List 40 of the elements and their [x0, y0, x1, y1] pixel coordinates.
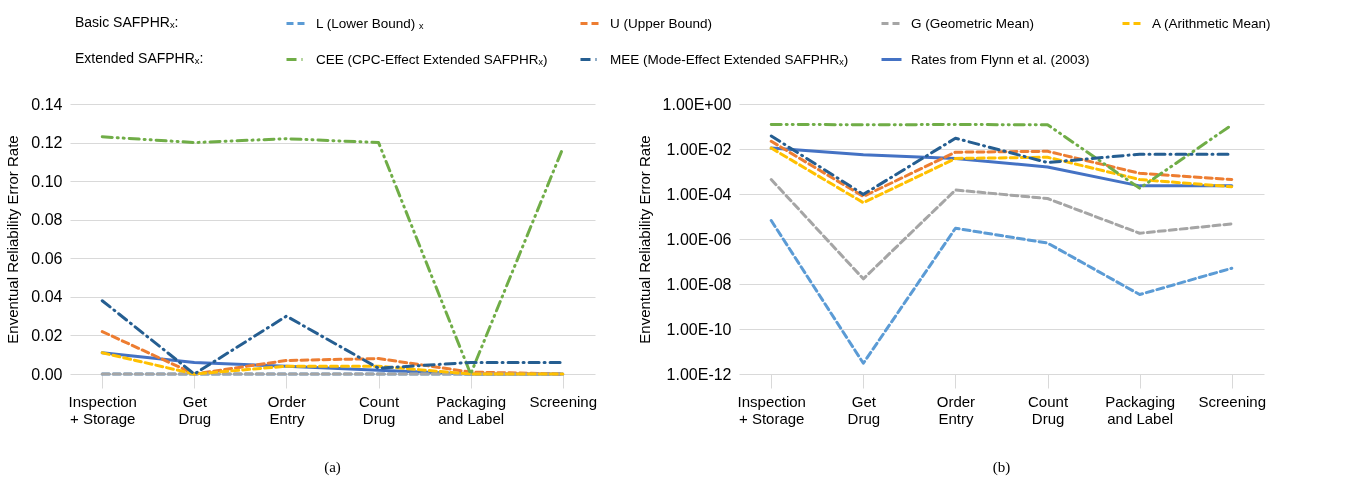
x-tick-label: Screening — [529, 392, 598, 410]
legend-label: Rates from Flynn et al. (2003) — [911, 51, 1090, 67]
text: (a) — [324, 459, 341, 476]
x-tick-label: Get Drug — [178, 392, 212, 427]
legend-label: U (Upper Bound) — [610, 15, 713, 31]
legend-label: G (Geometric Mean) — [911, 15, 1035, 31]
y-tick-label: 0.10 — [31, 172, 63, 190]
legend-label: A (Arithmetic Mean) — [1152, 15, 1271, 31]
x-tick-label: Inspection + Storage — [68, 392, 137, 427]
text: (b) — [992, 459, 1011, 476]
x-tick-label: Packaging and Label — [436, 392, 507, 427]
y-tick-label: 1.00E-02 — [666, 140, 732, 158]
x-tick-label: Packaging and Label — [1105, 392, 1176, 427]
y-axis-title: Enventual Reliability Error Rate — [4, 135, 22, 344]
text: Extended SAFPHRₓ: — [75, 50, 204, 66]
x-tick-label: Get Drug — [847, 392, 881, 427]
y-tick-label: 0.04 — [31, 288, 63, 306]
y-tick-label: 1.00E-04 — [666, 185, 732, 203]
y-tick-label: 0.12 — [31, 134, 63, 152]
y-tick-label: 1.00E-12 — [666, 365, 732, 383]
x-tick-label: Count Drug — [359, 392, 400, 427]
legend-label: CEE (CPC-Effect Extended SAFPHRₓ) — [316, 51, 548, 67]
x-tick-label: Screening — [1198, 392, 1267, 410]
legend-label: MEE (Mode-Effect Extended SAFPHRₓ) — [610, 51, 849, 67]
y-tick-label: 1.00E-06 — [666, 230, 732, 248]
y-tick-label: 1.00E+00 — [662, 95, 732, 113]
x-tick-label: Order Entry — [936, 392, 976, 427]
y-tick-label: 0.14 — [31, 95, 63, 113]
y-tick-label: 0.00 — [31, 365, 63, 383]
legend-label: L (Lower Bound) ₓ — [316, 15, 425, 31]
x-tick-label: Inspection + Storage — [737, 392, 806, 427]
y-tick-label: 1.00E-10 — [666, 320, 732, 338]
y-tick-label: 0.02 — [31, 326, 63, 344]
y-tick-label: 1.00E-08 — [666, 275, 732, 293]
y-tick-label: 0.08 — [31, 211, 63, 229]
x-tick-label: Count Drug — [1028, 392, 1069, 427]
x-tick-label: Order Entry — [267, 392, 307, 427]
y-axis-title: Enventual Reliability Error Rate — [635, 135, 653, 344]
y-tick-label: 0.06 — [31, 249, 63, 267]
text: Basic SAFPHRₓ: — [75, 14, 179, 30]
